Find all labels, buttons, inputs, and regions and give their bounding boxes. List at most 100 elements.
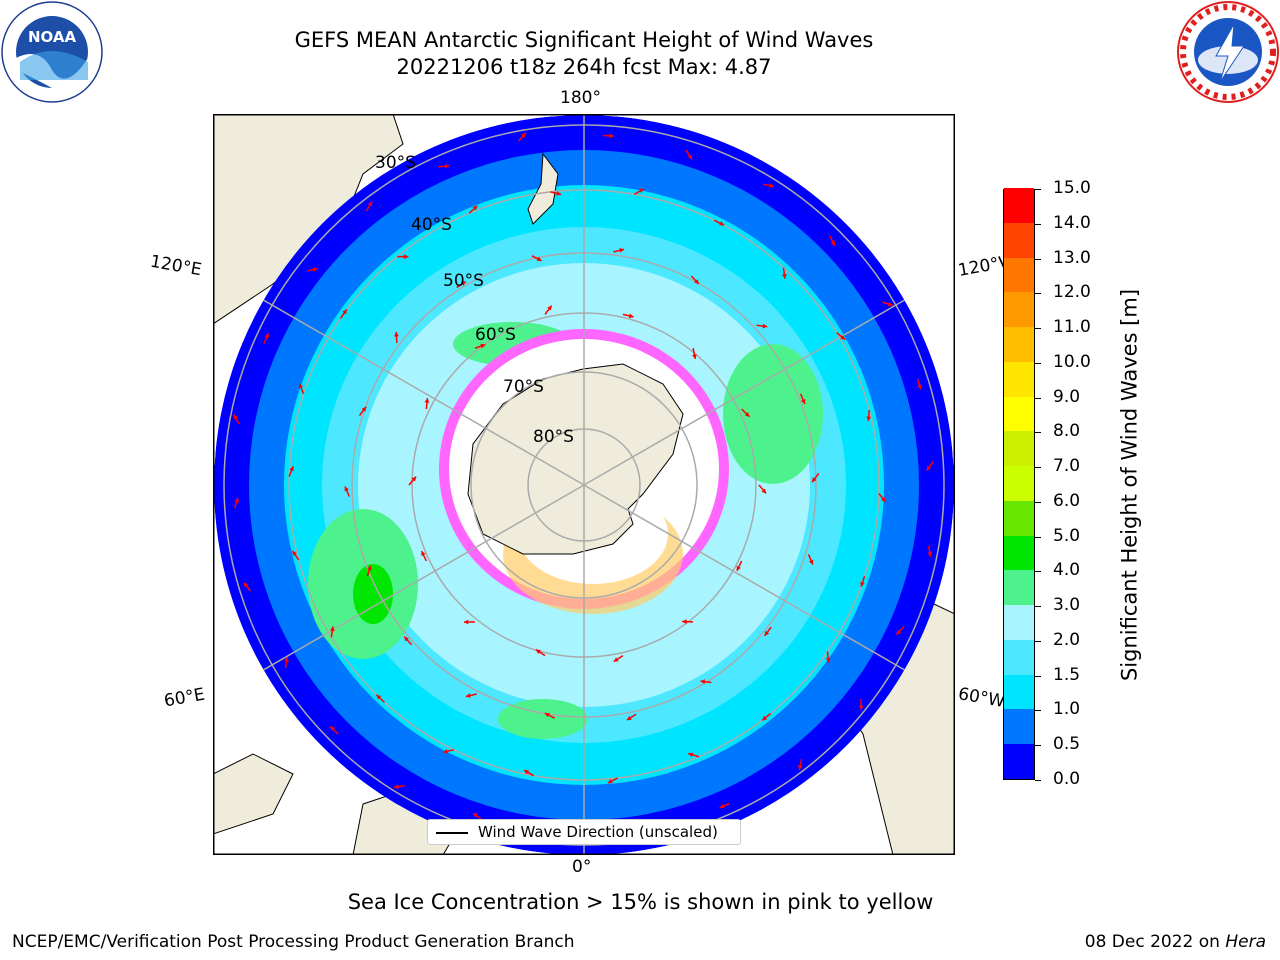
wind-arrow-head	[927, 552, 933, 557]
wind-arrow-head	[444, 163, 450, 169]
wind-arrow-head	[443, 748, 448, 754]
wind-arrow-head	[361, 406, 367, 412]
wind-arrow-head	[887, 301, 893, 307]
legend-label: Wind Wave Direction (unscaled)	[478, 823, 718, 841]
wind-arrow-head	[808, 559, 814, 565]
wind-arrow-head	[719, 803, 725, 809]
wind-arrow-head	[797, 765, 803, 770]
legend-line-icon	[436, 832, 468, 834]
nws-logo-icon	[1177, 1, 1279, 103]
lat-label-50: 50°S	[443, 271, 484, 291]
colorbar-tick-label: 1.5	[1053, 664, 1081, 685]
colorbar-segment	[1004, 187, 1034, 223]
colorbar-tick-mark	[1035, 606, 1041, 608]
colorbar-tick-mark	[1035, 501, 1041, 503]
wave-peak-patch	[353, 564, 393, 624]
lat-label-30: 30°S	[375, 153, 416, 173]
colorbar-tick-mark	[1035, 467, 1041, 469]
lat-label-80: 80°S	[533, 427, 574, 447]
colorbar-tick-label: 2.0	[1053, 629, 1081, 650]
wind-arrow-head	[292, 550, 297, 556]
wind-arrow-head	[692, 354, 697, 359]
wave-high-patch	[498, 699, 588, 739]
wind-arrow-head	[544, 712, 550, 718]
wind-arrow-head	[233, 414, 239, 420]
colorbar-segment	[1004, 743, 1034, 779]
map-legend: Wind Wave Direction (unscaled)	[427, 819, 741, 845]
lon-label-180: 180°	[560, 88, 601, 108]
colorbar-tick-mark	[1035, 258, 1041, 260]
wind-arrow-head	[917, 384, 922, 390]
wind-arrow-head	[342, 309, 347, 315]
colorbar-tick-mark	[1035, 362, 1041, 364]
wind-wave-direction-arrows	[233, 132, 934, 839]
colorbar-tick-mark	[1035, 397, 1041, 399]
colorbar-tick-label: 13.0	[1053, 247, 1091, 268]
colorbar-tick-label: 10.0	[1053, 351, 1091, 372]
wind-arrow-head	[480, 343, 486, 349]
wind-arrow-head	[628, 313, 634, 319]
colorbar-tick-label: 0.5	[1053, 734, 1081, 755]
antarctica-land	[467, 363, 684, 555]
noaa-logo-icon: NOAA	[1, 1, 103, 103]
wind-arrow-head	[619, 248, 625, 253]
wind-arrow-head	[367, 201, 373, 207]
wind-arrow-head	[609, 133, 614, 139]
wind-arrow-head	[781, 273, 787, 279]
wind-arrow-head	[626, 715, 632, 721]
colorbar-tick-mark	[1035, 675, 1041, 677]
wind-arrow-head	[769, 183, 775, 188]
colorbar-segment	[1004, 569, 1034, 606]
wind-arrow-head	[367, 565, 372, 571]
colorbar-segment	[1004, 430, 1034, 467]
colorbar-segment	[1004, 291, 1034, 328]
colorbar-label: Significant Height of Wind Waves [m]	[1117, 288, 1142, 682]
colorbar-tick-mark	[1035, 710, 1041, 712]
colorbar-tick-mark	[1035, 536, 1041, 538]
colorbar-segment	[1004, 361, 1034, 397]
colorbar-tick-mark	[1035, 745, 1041, 747]
wind-arrow-head	[394, 331, 399, 337]
wind-arrow-head	[536, 256, 542, 262]
colorbar-segment	[1004, 396, 1034, 432]
wind-arrow-head	[926, 465, 932, 471]
lat-label-60: 60°S	[475, 325, 516, 345]
colorbar-tick-label: 14.0	[1053, 212, 1091, 233]
colorbar-tick-label: 15.0	[1053, 178, 1091, 198]
colorbar-tick-label: 3.0	[1053, 595, 1081, 616]
wind-arrow-head	[404, 636, 409, 642]
wind-arrow-head	[761, 488, 767, 494]
colorbar-tick-mark	[1035, 328, 1041, 330]
wind-arrow-head	[764, 630, 770, 636]
wind-arrow-head	[556, 191, 562, 196]
wind-arrow-head	[460, 281, 466, 286]
colorbar-tick-label: 5.0	[1053, 525, 1081, 546]
colorbar-tick-label: 8.0	[1053, 421, 1081, 442]
colorbar-tick-label: 1.0	[1053, 699, 1081, 720]
colorbar-tick-label: 0.0	[1053, 769, 1081, 789]
wind-arrow-head	[313, 267, 318, 272]
wind-arrow-head	[524, 770, 530, 775]
wind-arrow-head	[424, 398, 430, 403]
wind-arrow-head	[535, 649, 541, 655]
lon-label-0: 0°	[572, 857, 592, 877]
wind-arrow-head	[858, 705, 864, 711]
wind-arrow-head	[289, 466, 294, 472]
wind-arrow-head	[812, 477, 817, 483]
wind-arrow-head	[613, 657, 619, 662]
wind-arrow-head	[866, 416, 872, 422]
colorbar-tick-label: 7.0	[1053, 456, 1081, 477]
colorbar-segment	[1004, 465, 1034, 501]
colorbar-tick-label: 4.0	[1053, 560, 1081, 581]
colorbar-tick-mark	[1035, 223, 1041, 225]
wind-arrow-head	[881, 497, 886, 503]
colorbar-tick-mark	[1035, 780, 1041, 781]
colorbar-segment	[1004, 257, 1034, 293]
colorbar-segment	[1004, 639, 1034, 675]
wind-arrow-head	[411, 476, 417, 482]
africa-land	[213, 753, 294, 835]
chart-title: GEFS MEAN Antarctic Significant Height o…	[294, 28, 874, 52]
wind-arrow-head	[762, 715, 768, 721]
wind-arrow-head	[376, 694, 382, 700]
noaa-logo-text: NOAA	[28, 28, 77, 46]
